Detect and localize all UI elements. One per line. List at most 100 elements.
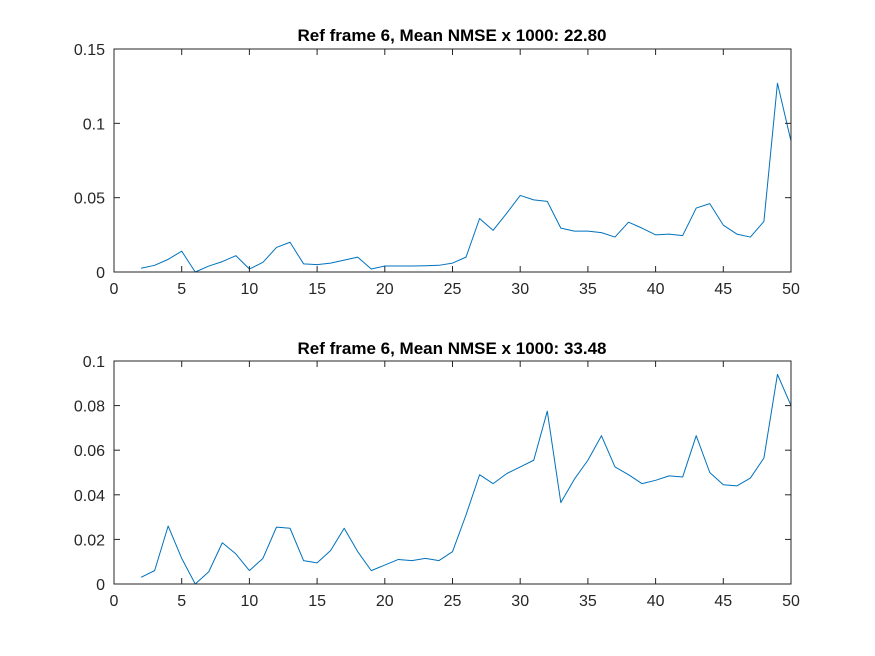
bottom-data-point (465, 514, 466, 515)
bottom-data-point (154, 570, 155, 571)
bottom-data-point (655, 480, 656, 481)
bottom-data-point (506, 473, 507, 474)
bottom-y-tick-label: 0.02 (74, 532, 105, 549)
top-data-point (208, 265, 209, 266)
bottom-x-tick-label: 10 (241, 593, 259, 610)
top-data-point (181, 251, 182, 252)
top-data-point (493, 230, 494, 231)
bottom-data-point (669, 475, 670, 476)
bottom-data-point (560, 502, 561, 503)
bottom-x-tick-label: 45 (714, 593, 732, 610)
top-data-point (560, 228, 561, 229)
top-data-point (452, 262, 453, 263)
top-x-tick-label: 30 (511, 281, 529, 298)
bottom-data-point (763, 457, 764, 458)
top-data-point (425, 265, 426, 266)
top-y-tick-label: 0 (96, 265, 105, 282)
bottom-data-point (425, 558, 426, 559)
top-x-tick-label: 45 (714, 281, 732, 298)
top-data-point (154, 265, 155, 266)
top-x-tick-label: 0 (110, 281, 119, 298)
bottom-data-point (750, 477, 751, 478)
top-chart-title: Ref frame 6, Mean NMSE x 1000: 22.80 (298, 26, 607, 45)
top-data-point (371, 268, 372, 269)
bottom-data-point (303, 560, 304, 561)
top-data-point (357, 257, 358, 258)
bottom-data-point (222, 542, 223, 543)
bottom-data-point (411, 560, 412, 561)
bottom-chart-title: Ref frame 6, Mean NMSE x 1000: 33.48 (298, 339, 607, 358)
top-axes: Ref frame 6, Mean NMSE x 1000: 22.80 0 5 1… (74, 26, 800, 298)
bottom-x-tick-label: 5 (177, 593, 186, 610)
top-data-point (709, 203, 710, 204)
top-data-point (289, 242, 290, 243)
bottom-data-point (289, 528, 290, 529)
bottom-data-point (736, 485, 737, 486)
bottom-data-point (479, 474, 480, 475)
bottom-data-point (140, 577, 141, 578)
top-plot-area (114, 49, 791, 272)
bottom-x-tick-label: 40 (647, 593, 665, 610)
bottom-data-point (208, 571, 209, 572)
bottom-x-tick-label: 50 (782, 593, 800, 610)
top-data-point (438, 265, 439, 266)
top-y-tick-label: 0.1 (83, 116, 105, 133)
bottom-x-tick-label: 15 (308, 593, 326, 610)
top-x-tick-label: 20 (376, 281, 394, 298)
top-data-point (601, 232, 602, 233)
top-data-point (696, 207, 697, 208)
top-data-point (723, 225, 724, 226)
bottom-data-point (641, 483, 642, 484)
top-data-point (655, 234, 656, 235)
top-data-point (669, 233, 670, 234)
bottom-data-point (438, 560, 439, 561)
top-x-tick-label: 25 (444, 281, 462, 298)
top-data-point (262, 262, 263, 263)
bottom-x-tick-label: 25 (444, 593, 462, 610)
bottom-series-line-0 (140, 373, 792, 585)
top-data-point (330, 262, 331, 263)
bottom-data-point (357, 551, 358, 552)
bottom-data-point (628, 474, 629, 475)
bottom-data-point (168, 525, 169, 526)
top-y-tick-label: 0.15 (74, 42, 105, 59)
bottom-y-tick-label: 0.1 (83, 354, 105, 371)
bottom-data-point (574, 479, 575, 480)
top-data-point (574, 231, 575, 232)
bottom-data-point (709, 472, 710, 473)
top-x-tick-label: 10 (241, 281, 259, 298)
bottom-y-tick-label: 0.08 (74, 399, 105, 416)
top-data-point (344, 260, 345, 261)
top-data-point (506, 213, 507, 214)
top-x-tick-label: 35 (579, 281, 597, 298)
top-x-tick-label: 50 (782, 281, 800, 298)
bottom-data-point (614, 466, 615, 467)
top-data-point (641, 228, 642, 229)
bottom-data-point (262, 558, 263, 559)
bottom-data-point (330, 550, 331, 551)
bottom-data-point (398, 559, 399, 560)
bottom-y-tick-label: 0.06 (74, 443, 105, 460)
top-y-tick-label: 0.05 (74, 191, 105, 208)
top-data-point (140, 268, 141, 269)
bottom-data-point (696, 435, 697, 436)
top-data-point (168, 259, 169, 260)
bottom-data-point (452, 551, 453, 552)
top-data-point (763, 221, 764, 222)
bottom-data-point (493, 483, 494, 484)
bottom-x-tick-label: 30 (511, 593, 529, 610)
bottom-data-point (276, 527, 277, 528)
top-data-point (479, 218, 480, 219)
bottom-data-point (601, 435, 602, 436)
bottom-data-point (317, 562, 318, 563)
bottom-x-tick-label: 0 (110, 593, 119, 610)
top-data-point (398, 265, 399, 266)
top-data-point (777, 83, 778, 84)
bottom-x-tick-label: 35 (579, 593, 597, 610)
top-data-point (587, 231, 588, 232)
top-data-point (276, 247, 277, 248)
bottom-data-point (344, 528, 345, 529)
top-data-point (533, 199, 534, 200)
top-data-point (628, 222, 629, 223)
